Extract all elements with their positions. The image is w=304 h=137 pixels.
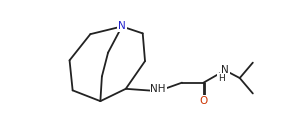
Text: N: N <box>118 22 126 32</box>
Text: N: N <box>221 65 229 75</box>
Text: O: O <box>199 96 208 106</box>
Text: H: H <box>218 74 225 82</box>
Text: NH: NH <box>150 84 166 94</box>
